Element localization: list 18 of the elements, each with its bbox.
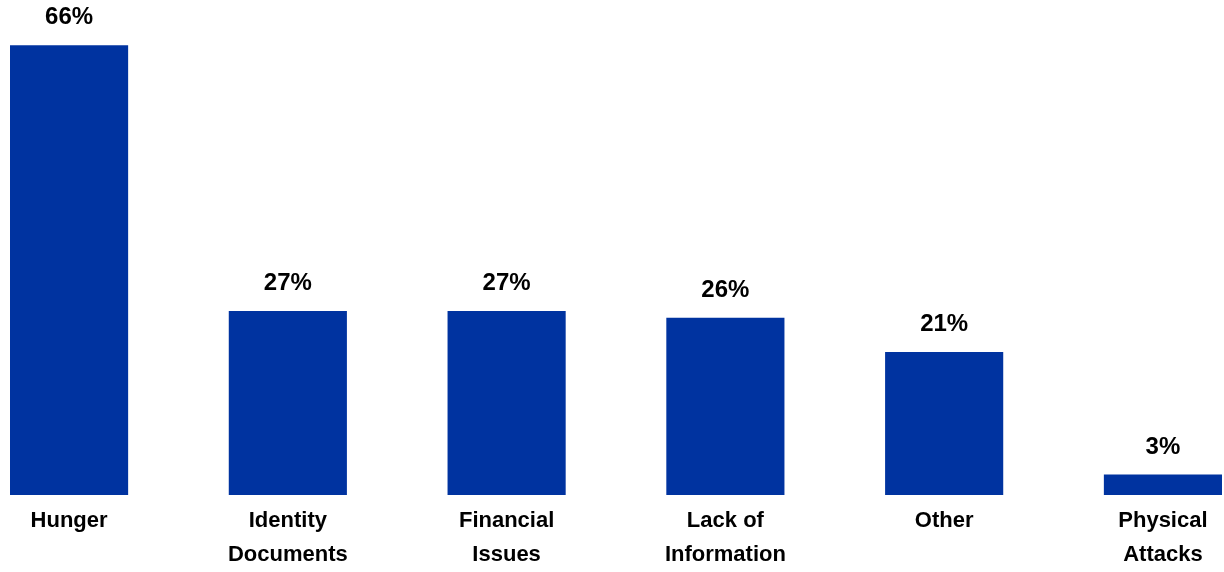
data-label: 26% [701,274,750,302]
x-tick-label: Identity Documents [227,506,348,566]
bar [885,351,1004,495]
bar [10,45,129,495]
x-tick-label: Physical Attacks [1118,506,1208,566]
x-tick-label: Lack of Information [664,506,786,566]
bar [666,317,785,495]
data-label: 66% [45,2,94,30]
data-label: 3% [1145,431,1181,459]
bar [228,311,347,495]
data-label: 21% [920,308,969,336]
bar [1103,474,1222,495]
x-tick-label: Financial Issues [458,506,555,566]
data-label: 27% [263,268,312,296]
x-tick-label: Other [914,506,974,532]
bar [447,311,566,495]
data-label: 27% [482,268,531,296]
x-tick-label: Hunger [30,506,109,532]
